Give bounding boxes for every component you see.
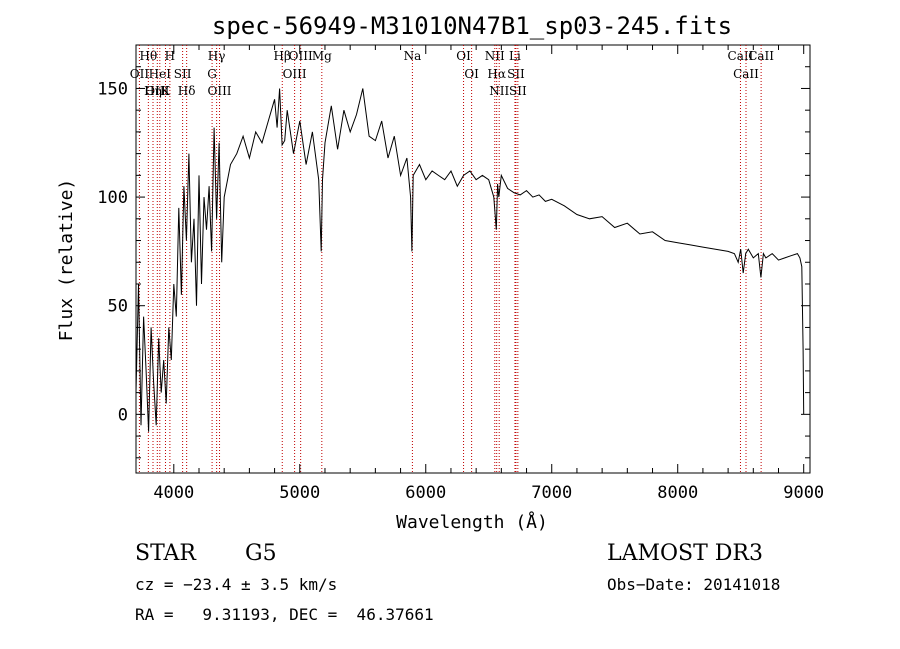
line-label-2: OIII [145, 84, 169, 98]
line-label-7: SII [174, 67, 192, 81]
survey-name: LAMOST DR3 [607, 541, 763, 566]
line-label-14: OIII [289, 49, 313, 63]
line-label-1: OII [130, 67, 150, 81]
tick-labels: 4000 5000 6000 7000 8000 9000 0 50 100 150 [97, 79, 824, 503]
plot-frame [135, 44, 811, 474]
line-label-13: OIII [283, 67, 307, 81]
line-label-23: SII [507, 67, 525, 81]
line-label-21: NII [489, 84, 509, 98]
redshift-velocity: cz = −23.4 ± 3.5 km/s [135, 575, 337, 594]
observation-date: Obs−Date: 20141018 [607, 575, 780, 594]
line-label-4: Hη [144, 84, 162, 98]
coordinates: RA = 9.31193, DEC = 46.37661 [135, 605, 434, 624]
flux-series-line [135, 88, 805, 432]
line-label-11: OIII [207, 84, 231, 98]
line-label-5: K [161, 84, 171, 98]
y-tick-label: 50 [108, 297, 128, 317]
line-label-8: Hδ [178, 84, 196, 98]
line-label-10: G [207, 67, 217, 81]
y-tick-label: 100 [97, 188, 128, 208]
line-label-18: OI [464, 67, 479, 81]
x-tick-label: 9000 [783, 483, 824, 503]
chart-title: spec-56949-M31010N47B1_sp03-245.fits [212, 12, 732, 40]
y-tick-label: 0 [118, 405, 128, 425]
line-label-16: Na [404, 49, 422, 63]
y-tick-label: 150 [97, 79, 128, 99]
line-label-9: Hγ [208, 49, 226, 63]
line-label-27: CaII [748, 49, 774, 63]
x-tick-label: 4000 [153, 483, 194, 503]
line-label-15: Mg [312, 49, 332, 63]
line-label-22: Li [509, 49, 521, 63]
x-axis-label: Wavelength (Å) [396, 511, 548, 533]
line-label-17: OI [456, 49, 471, 63]
line-label-12: Hβ [274, 49, 291, 63]
line-label-25: CaII [728, 49, 754, 63]
x-tick-label: 7000 [531, 483, 572, 503]
axis-ticks [136, 45, 810, 473]
object-subclass: G5 [245, 541, 277, 566]
y-axis-label: Flux (relative) [56, 179, 77, 342]
x-tick-label: 6000 [405, 483, 446, 503]
line-label-3: HeI [149, 67, 172, 81]
x-tick-label: 5000 [279, 483, 320, 503]
x-tick-label: 8000 [657, 483, 698, 503]
line-label-20: Hα [487, 67, 506, 81]
line-label-0: Hθ [139, 49, 157, 63]
line-label-24: SII [509, 84, 527, 98]
line-label-26: CaII [733, 67, 759, 81]
line-label-6: H [165, 49, 175, 63]
object-class: STAR [135, 541, 197, 566]
line-label-19: NII [485, 49, 505, 63]
